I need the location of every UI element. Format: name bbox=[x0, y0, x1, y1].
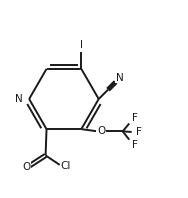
Text: F: F bbox=[132, 140, 137, 150]
Text: F: F bbox=[136, 127, 142, 137]
Text: O: O bbox=[22, 162, 30, 172]
Text: Cl: Cl bbox=[60, 161, 70, 171]
Text: F: F bbox=[132, 113, 137, 123]
Text: I: I bbox=[80, 40, 83, 50]
Text: N: N bbox=[116, 73, 124, 83]
Text: O: O bbox=[97, 126, 105, 136]
Text: N: N bbox=[15, 94, 23, 104]
